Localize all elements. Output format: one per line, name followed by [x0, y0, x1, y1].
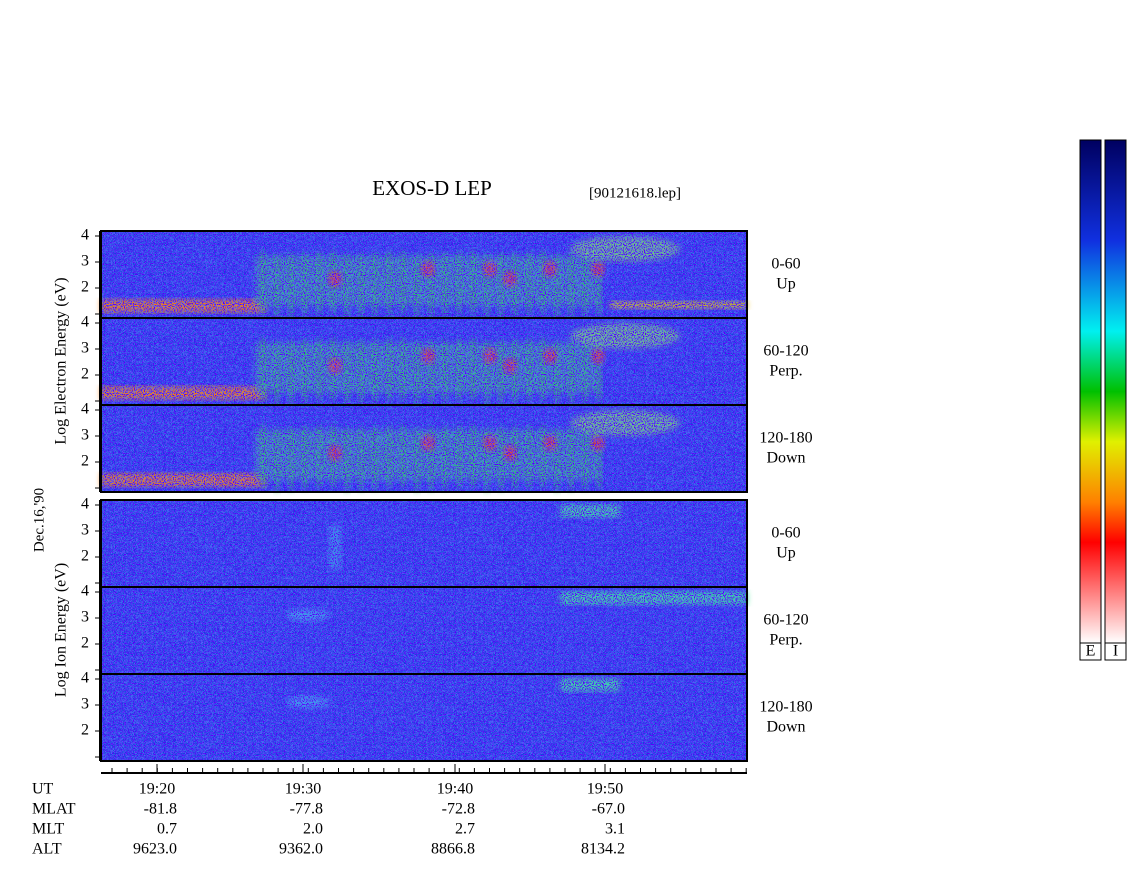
panel-label: 120-180	[759, 699, 812, 716]
panel-direction: Perp.	[769, 363, 802, 380]
colorbar-label: E	[1086, 643, 1096, 660]
panel-label: 120-180	[759, 430, 812, 447]
colorbar	[1079, 139, 1102, 644]
y-tick-label: 4	[81, 670, 89, 687]
title: EXOS-D LEP	[372, 176, 492, 200]
colorbars: E I	[1079, 139, 1127, 661]
spectrogram-noise	[101, 500, 747, 587]
y-tick-label: 4	[81, 583, 89, 600]
panel-direction: Up	[776, 545, 796, 562]
orbit-value: 9623.0	[133, 841, 177, 858]
panel-label: 60-120	[763, 343, 808, 360]
y-tick-label: 4	[81, 314, 89, 331]
panel-label: 0-60	[771, 525, 800, 542]
spectrogram-noise	[101, 231, 747, 318]
orbit-value: 3.1	[605, 821, 625, 838]
orbit-row-name: UT	[32, 781, 54, 798]
orbit-value: 19:20	[139, 781, 175, 798]
file-name: [90121618.lep]	[589, 185, 681, 201]
y-tick-label: 2	[81, 279, 89, 296]
orbit-value: -81.8	[144, 801, 177, 818]
orbit-value: 9362.0	[279, 841, 323, 858]
y-tick-label: 3	[81, 609, 89, 626]
panel-direction: Down	[766, 719, 805, 736]
orbit-value: 8134.2	[581, 841, 625, 858]
y-tick-label: 4	[81, 401, 89, 418]
y-tick-label: 3	[81, 340, 89, 357]
spectrogram-noise	[101, 318, 747, 405]
orbit-value: -67.0	[592, 801, 625, 818]
y-axis-label: Log Ion Energy (eV)	[53, 563, 70, 697]
panel-direction: Up	[776, 276, 796, 293]
panel-direction: Perp.	[769, 632, 802, 649]
spectrogram-noise	[101, 405, 747, 492]
y-tick-label: 3	[81, 522, 89, 539]
orbit-value: 19:50	[587, 781, 623, 798]
orbit-row-name: MLAT	[32, 801, 76, 818]
orbit-row-name: MLT	[32, 821, 65, 838]
orbit-value: 0.7	[157, 821, 177, 838]
y-tick-label: 3	[81, 427, 89, 444]
panel-group: 2 3 4 0-60 Up 2 3 4 60-120 Perp. 2 3 4 120-180 Down Log…	[53, 227, 813, 493]
orbit-value: 2.0	[303, 821, 323, 838]
y-tick-label: 3	[81, 253, 89, 270]
y-tick-label: 2	[81, 453, 89, 470]
panel-label: 60-120	[763, 612, 808, 629]
spectrogram-noise	[101, 587, 747, 674]
y-tick-label: 2	[81, 548, 89, 565]
spectrogram-noise	[101, 674, 747, 761]
colorbar-box	[1079, 642, 1102, 661]
y-tick-label: 2	[81, 635, 89, 652]
orbit-value: -77.8	[290, 801, 323, 818]
y-axis-label: Log Electron Energy (eV)	[53, 277, 70, 444]
colorbar-label: I	[1113, 643, 1118, 660]
y-tick-label: 4	[81, 496, 89, 513]
date: Dec.16,'90	[31, 488, 47, 552]
panel-label: 0-60	[771, 256, 800, 273]
y-tick-label: 4	[81, 227, 89, 244]
y-tick-label: 3	[81, 696, 89, 713]
orbit-value: 19:30	[285, 781, 321, 798]
orbit-value: 19:40	[437, 781, 473, 798]
orbit-value: 2.7	[455, 821, 475, 838]
y-tick-label: 2	[81, 366, 89, 383]
orbit-row-name: ALT	[32, 841, 62, 858]
colorbar-box	[1104, 642, 1127, 661]
panel-direction: Down	[766, 450, 805, 467]
orbit-value: -72.8	[442, 801, 475, 818]
panel-group: 2 3 4 0-60 Up 2 3 4 60-120 Perp. 2 3 4 120-180 Down Log…	[53, 496, 813, 762]
orbit-value: 8866.8	[431, 841, 475, 858]
colorbar	[1104, 139, 1127, 644]
y-tick-label: 2	[81, 722, 89, 739]
